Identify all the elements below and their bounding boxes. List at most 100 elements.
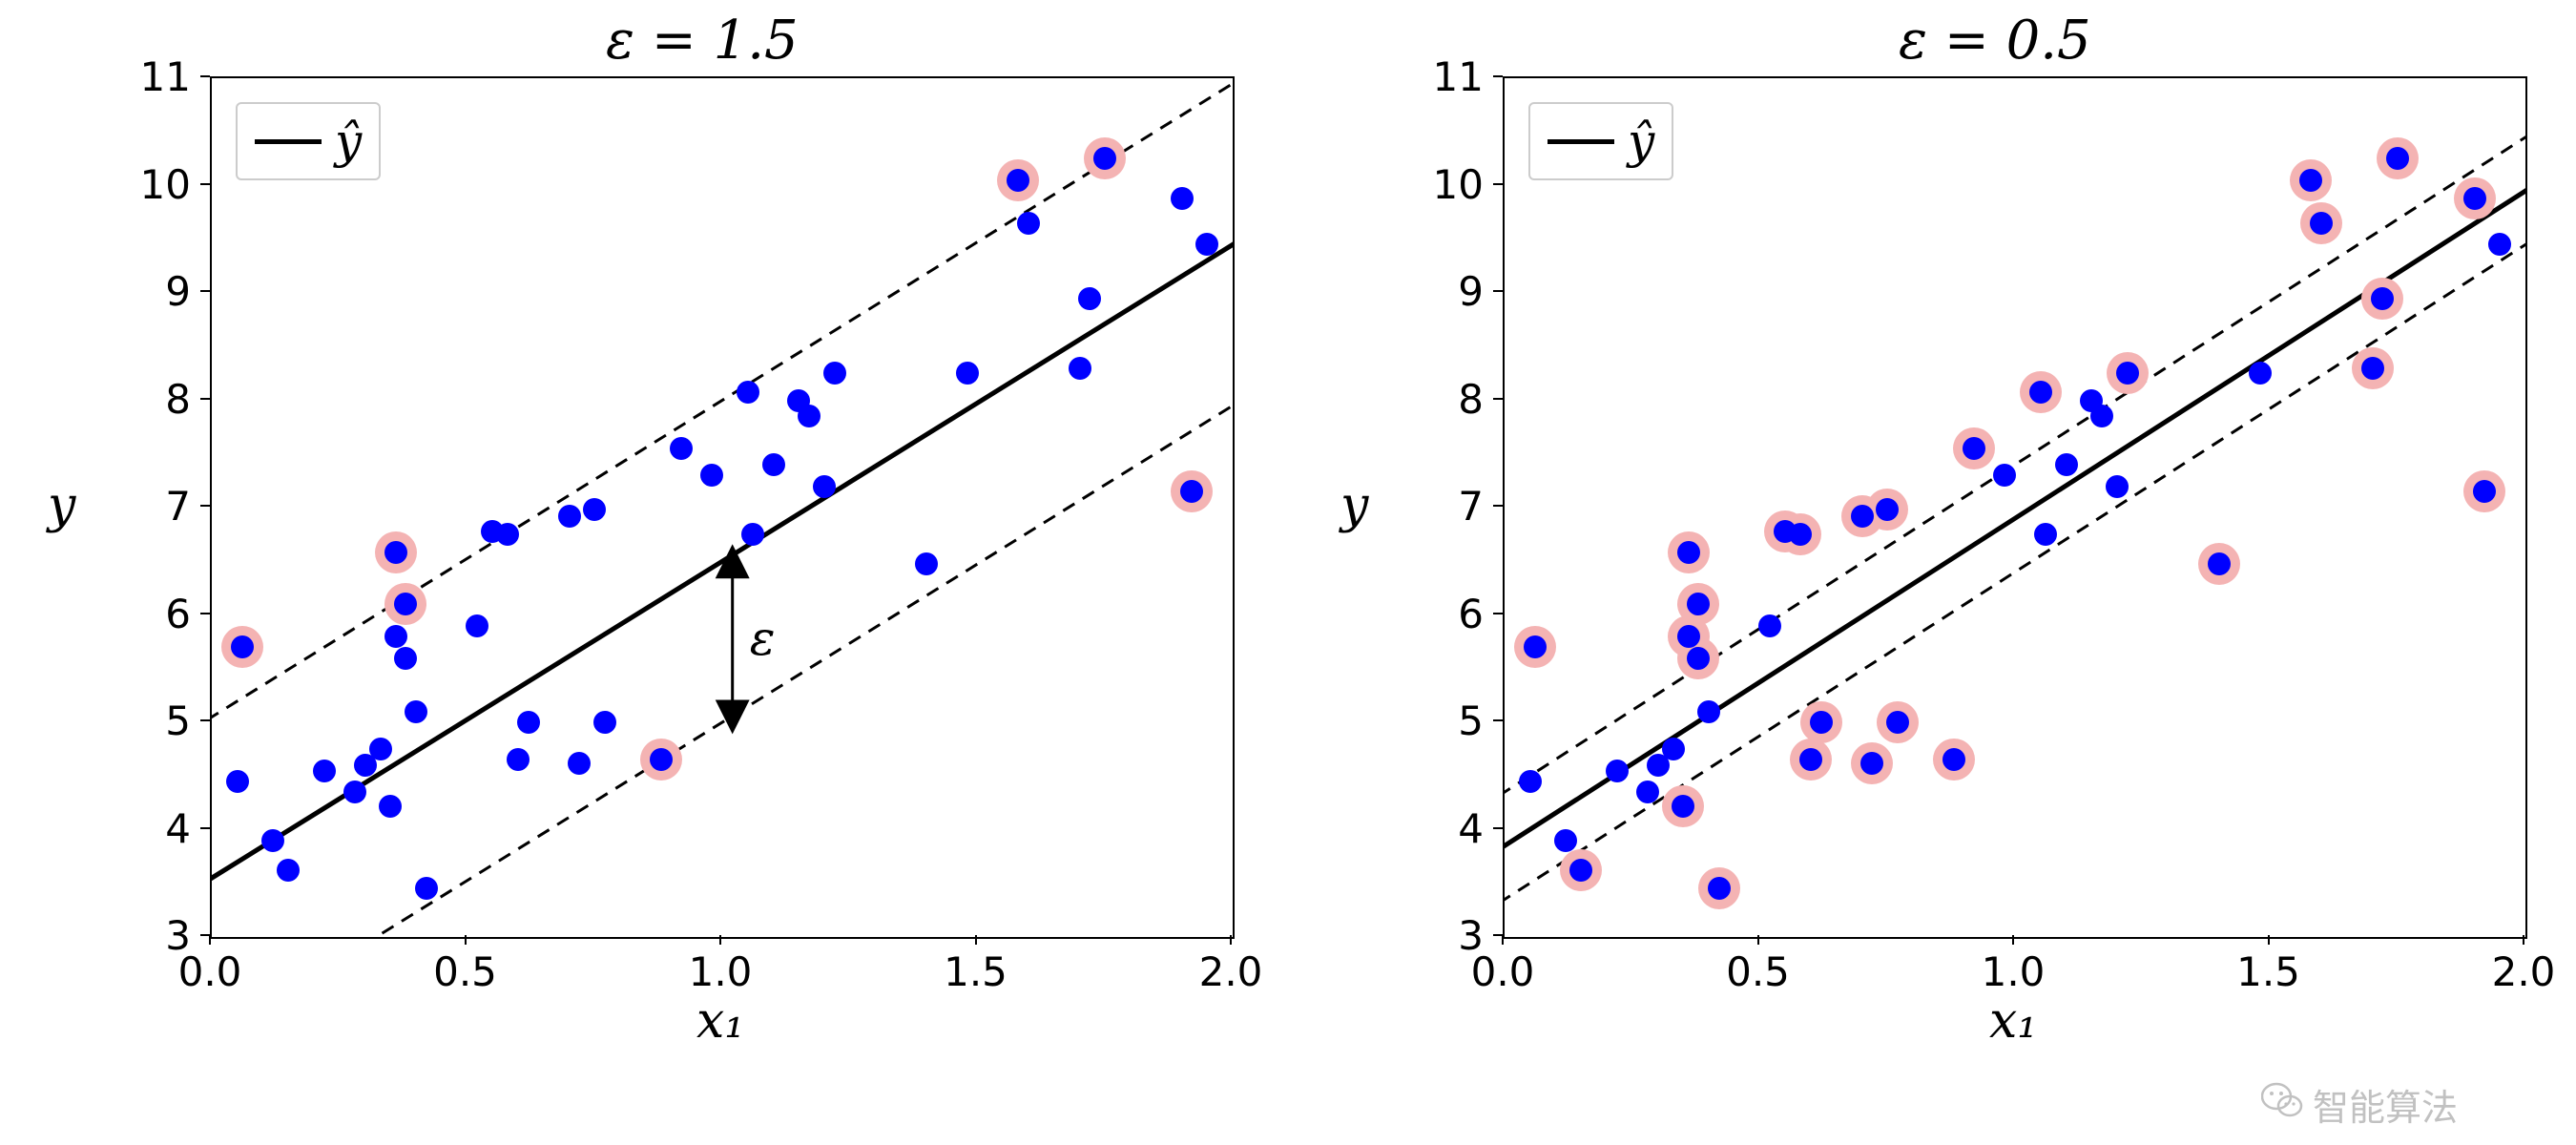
x-axis-label: x₁ (696, 992, 744, 1050)
legend: ŷ (1528, 102, 1673, 180)
y-tick (1493, 290, 1503, 292)
data-point (2371, 287, 2394, 310)
data-point (1860, 752, 1883, 775)
data-point (583, 498, 606, 521)
regression-line (1402, 126, 2576, 912)
y-tick (200, 75, 210, 77)
x-tick (209, 935, 211, 945)
data-point (369, 738, 392, 760)
data-point (823, 362, 846, 385)
y-tick (1493, 719, 1503, 721)
data-point (762, 453, 785, 476)
data-point (1093, 147, 1116, 170)
x-tick (2523, 935, 2524, 945)
data-point (1017, 212, 1040, 235)
data-point (1677, 625, 1700, 648)
wechat-icon (2261, 1081, 2305, 1129)
data-point (798, 405, 821, 427)
data-point (394, 647, 417, 670)
y-tick-label: 5 (1426, 697, 1484, 744)
data-point (1942, 748, 1965, 771)
x-tick (1757, 935, 1759, 945)
data-point (2116, 362, 2139, 385)
y-tick (1493, 75, 1503, 77)
data-point (956, 362, 979, 385)
y-tick-label: 9 (1426, 268, 1484, 315)
data-point (1789, 523, 1812, 546)
data-point (343, 781, 366, 803)
data-point (261, 829, 284, 852)
legend-line-sample (255, 139, 322, 144)
x-tick-label: 1.0 (687, 948, 754, 995)
data-point (1636, 781, 1659, 803)
data-point (1708, 877, 1731, 900)
epsilon-arrow (212, 78, 1233, 937)
x-tick (2012, 935, 2014, 945)
data-point (2034, 523, 2057, 546)
figure: ε = 1.5yx₁ŷε0.00.51.01.52.034567891011ε … (0, 0, 2576, 1145)
data-point (1195, 233, 1218, 256)
y-axis-label: y (48, 477, 75, 534)
x-tick (465, 935, 467, 945)
x-tick (1502, 935, 1504, 945)
data-point (1963, 437, 1985, 460)
data-point (231, 635, 254, 658)
data-point (2488, 233, 2511, 256)
y-tick-label: 3 (1426, 912, 1484, 959)
data-point (2208, 552, 2231, 575)
data-point (593, 711, 616, 734)
y-tick-label: 10 (1426, 161, 1484, 208)
data-point (1687, 593, 1710, 615)
data-point (1662, 738, 1685, 760)
y-tick (200, 827, 210, 829)
data-point (405, 700, 427, 723)
data-point (379, 795, 402, 818)
data-point (1519, 770, 1542, 793)
y-tick-label: 8 (1426, 376, 1484, 423)
data-point (1799, 748, 1822, 771)
subplot-title: ε = 0.5 (1899, 10, 2091, 72)
data-point (650, 748, 673, 771)
data-point (507, 748, 530, 771)
data-point (394, 593, 417, 615)
y-tick-label: 11 (134, 53, 191, 100)
data-point (2106, 475, 2129, 498)
data-point (277, 859, 300, 882)
watermark: 智能算法 (2261, 1078, 2458, 1131)
y-tick (200, 183, 210, 185)
data-point (1606, 760, 1629, 782)
data-point (384, 625, 407, 648)
watermark-text: 智能算法 (2313, 1078, 2458, 1131)
y-tick-label: 5 (134, 697, 191, 744)
data-point (915, 552, 938, 575)
x-tick-label: 0.5 (1725, 948, 1792, 995)
data-point (1078, 287, 1101, 310)
plot-area: ŷ (1503, 76, 2527, 939)
data-point (226, 770, 249, 793)
plot-area: ŷε (210, 76, 1235, 939)
subplot-title: ε = 1.5 (606, 10, 799, 72)
data-point (1677, 541, 1700, 564)
lines-layer (1505, 78, 2525, 937)
data-point (700, 464, 723, 487)
data-point (1069, 357, 1091, 380)
y-tick (1493, 613, 1503, 614)
x-tick (719, 935, 721, 945)
y-tick (1493, 183, 1503, 185)
data-point (1007, 169, 1029, 192)
data-point (466, 614, 488, 637)
y-tick (1493, 505, 1503, 507)
y-tick (200, 398, 210, 400)
legend-line-sample (1548, 139, 1614, 144)
data-point (1876, 498, 1899, 521)
data-point (2361, 357, 2384, 380)
y-tick-label: 6 (1426, 591, 1484, 637)
data-point (670, 437, 693, 460)
y-tick (200, 719, 210, 721)
data-point (2249, 362, 2272, 385)
data-point (1180, 480, 1203, 503)
y-tick-label: 11 (1426, 53, 1484, 100)
data-point (415, 877, 438, 900)
y-tick-label: 6 (134, 591, 191, 637)
data-point (568, 752, 591, 775)
